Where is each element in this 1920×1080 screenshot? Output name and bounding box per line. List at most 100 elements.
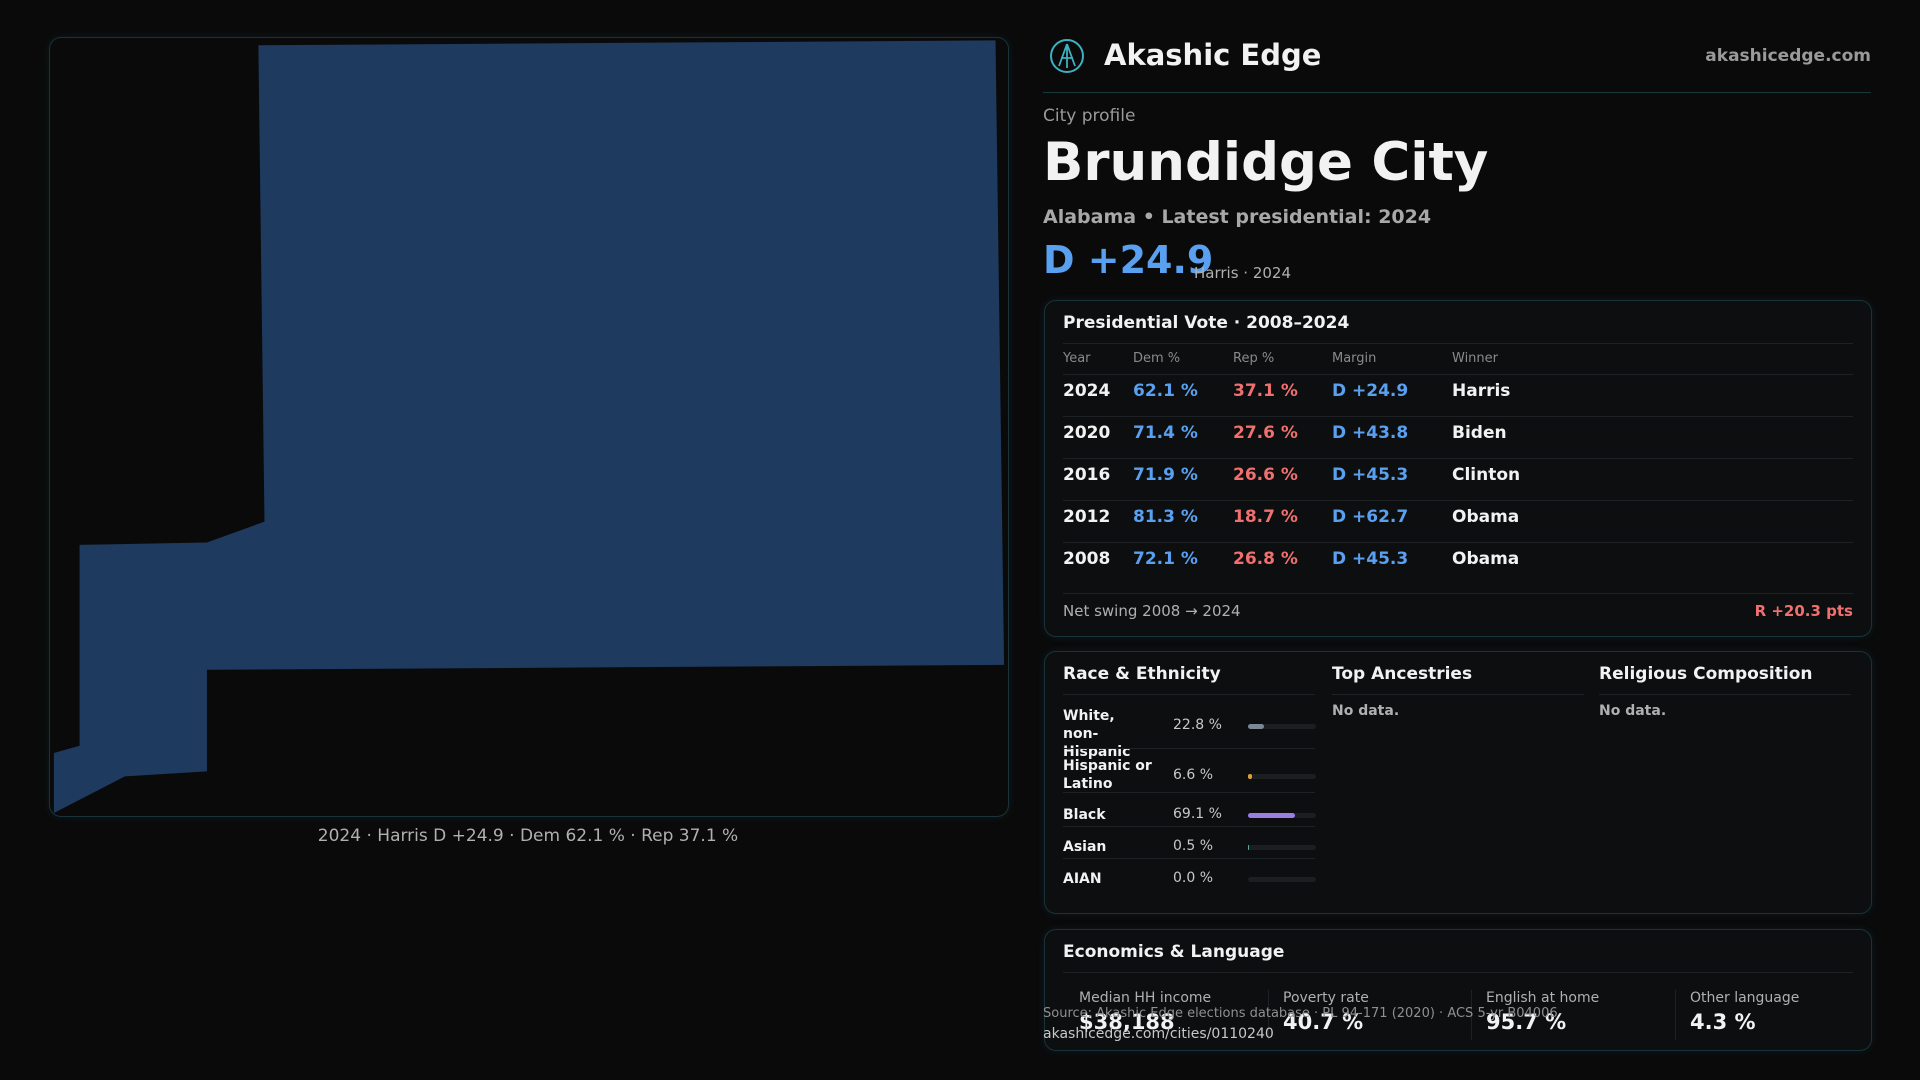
divider [1063, 792, 1315, 793]
section-title: Religious Composition [1599, 664, 1813, 684]
cell: Harris [1452, 381, 1511, 401]
bar-track [1248, 877, 1316, 882]
bar-track [1248, 813, 1316, 818]
demographics-panel: Race & Ethnicity Top Ancestries No data. Re… [1044, 651, 1872, 914]
margin-note: Harris · 2024 [1194, 264, 1292, 282]
kicker: City profile [1043, 106, 1136, 126]
city-name: Brundidge City [1043, 132, 1489, 193]
cell: Obama [1452, 549, 1520, 569]
column-header: Winner [1452, 351, 1499, 366]
divider [1471, 990, 1472, 1040]
panel-title: Presidential Vote · 2008–2024 [1063, 313, 1350, 333]
race-value: 0.0 % [1173, 870, 1214, 886]
race-label: Black [1063, 807, 1106, 823]
divider [1063, 593, 1853, 594]
cell: 2024 [1063, 381, 1111, 401]
cell: 2012 [1063, 507, 1111, 527]
cell: 26.6 % [1233, 465, 1298, 485]
column-header: Year [1063, 351, 1091, 366]
bar-track [1248, 845, 1316, 850]
divider [1063, 858, 1315, 859]
divider [1675, 990, 1676, 1040]
cell: 2016 [1063, 465, 1111, 485]
column-header: Rep % [1233, 351, 1275, 366]
source: Source: Akashic Edge elections database … [1043, 1006, 1558, 1021]
empty-note: No data. [1599, 703, 1667, 719]
race-label: Asian [1063, 839, 1107, 855]
url[interactable]: akashicedge.com/cities/0110240 [1043, 1026, 1274, 1042]
cell: 2020 [1063, 423, 1111, 443]
cell: 62.1 % [1133, 381, 1198, 401]
divider [1063, 542, 1853, 543]
cell: 27.6 % [1233, 423, 1298, 443]
divider [1063, 826, 1315, 827]
map-caption: 2024 · Harris D +24.9 · Dem 62.1 % · Rep… [317, 826, 739, 846]
cell: D +62.7 [1332, 507, 1409, 527]
divider [1063, 343, 1853, 344]
cell: D +45.3 [1332, 549, 1409, 569]
cell: Clinton [1452, 465, 1521, 485]
bar-track [1248, 774, 1316, 779]
cell: 81.3 % [1133, 507, 1198, 527]
stat-value: 4.3 % [1690, 1010, 1756, 1034]
divider [1268, 990, 1269, 1040]
cell: 72.1 % [1133, 549, 1198, 569]
divider [1063, 458, 1853, 459]
site-link[interactable]: akashicedge.com [1705, 46, 1871, 66]
presidential-panel: Presidential Vote · 2008–2024 Year Dem % Re… [1044, 300, 1872, 637]
stat-value: 40.7 % [1283, 1010, 1364, 1034]
cell: 2008 [1063, 549, 1111, 569]
cell: Obama [1452, 507, 1520, 527]
race-label: Hispanic or Latino [1063, 758, 1152, 792]
stat-value: 95.7 % [1486, 1010, 1567, 1034]
cell: 71.9 % [1133, 465, 1198, 485]
cell: D +24.9 [1332, 381, 1409, 401]
divider [1063, 972, 1853, 973]
divider [1063, 416, 1853, 417]
bar [1248, 813, 1295, 818]
section-title: Economics & Language [1063, 942, 1285, 962]
race-value: 0.5 % [1173, 838, 1214, 854]
divider [1043, 92, 1871, 93]
margin: D +24.9 [1043, 238, 1214, 282]
cell: 71.4 % [1133, 423, 1198, 443]
stat-label: English at home [1486, 990, 1600, 1006]
divider [1063, 748, 1315, 749]
race-value: 6.6 % [1173, 767, 1214, 783]
bar [1248, 774, 1253, 779]
cell: 26.8 % [1233, 549, 1298, 569]
divider [1599, 694, 1851, 695]
section-title: Race & Ethnicity [1063, 664, 1221, 684]
bar [1248, 724, 1264, 729]
divider [1063, 374, 1853, 375]
race-value: 22.8 % [1173, 717, 1222, 733]
stat-label: Poverty rate [1283, 990, 1369, 1006]
swing-label: Net swing 2008 → 2024 [1063, 602, 1241, 620]
subtitle: Alabama • Latest presidential: 2024 [1043, 206, 1432, 228]
stat-label: Median HH income [1079, 990, 1212, 1006]
cell: D +45.3 [1332, 465, 1409, 485]
divider [1063, 500, 1853, 501]
map-panel [49, 37, 1009, 817]
cell: Biden [1452, 423, 1507, 443]
stat-value: $38,188 [1079, 1010, 1175, 1034]
brand: Akashic Edge [1104, 38, 1322, 72]
divider [1332, 694, 1584, 695]
swing-value: R +20.3 pts [1754, 602, 1853, 620]
empty-note: No data. [1332, 703, 1400, 719]
cell: 37.1 % [1233, 381, 1298, 401]
column-header: Margin [1332, 351, 1377, 366]
bar-track [1248, 724, 1316, 729]
race-value: 69.1 % [1173, 806, 1222, 822]
section-title: Top Ancestries [1332, 664, 1473, 684]
cell: D +43.8 [1332, 423, 1409, 443]
race-label: White, non-Hispanic [1063, 708, 1131, 760]
logo [1050, 39, 1084, 73]
divider [1063, 694, 1315, 695]
race-label: AIAN [1063, 871, 1102, 887]
stat-label: Other language [1690, 990, 1800, 1006]
economics-panel: Economics & Language Median HH income $38,… [1044, 929, 1872, 1051]
cell: 18.7 % [1233, 507, 1298, 527]
